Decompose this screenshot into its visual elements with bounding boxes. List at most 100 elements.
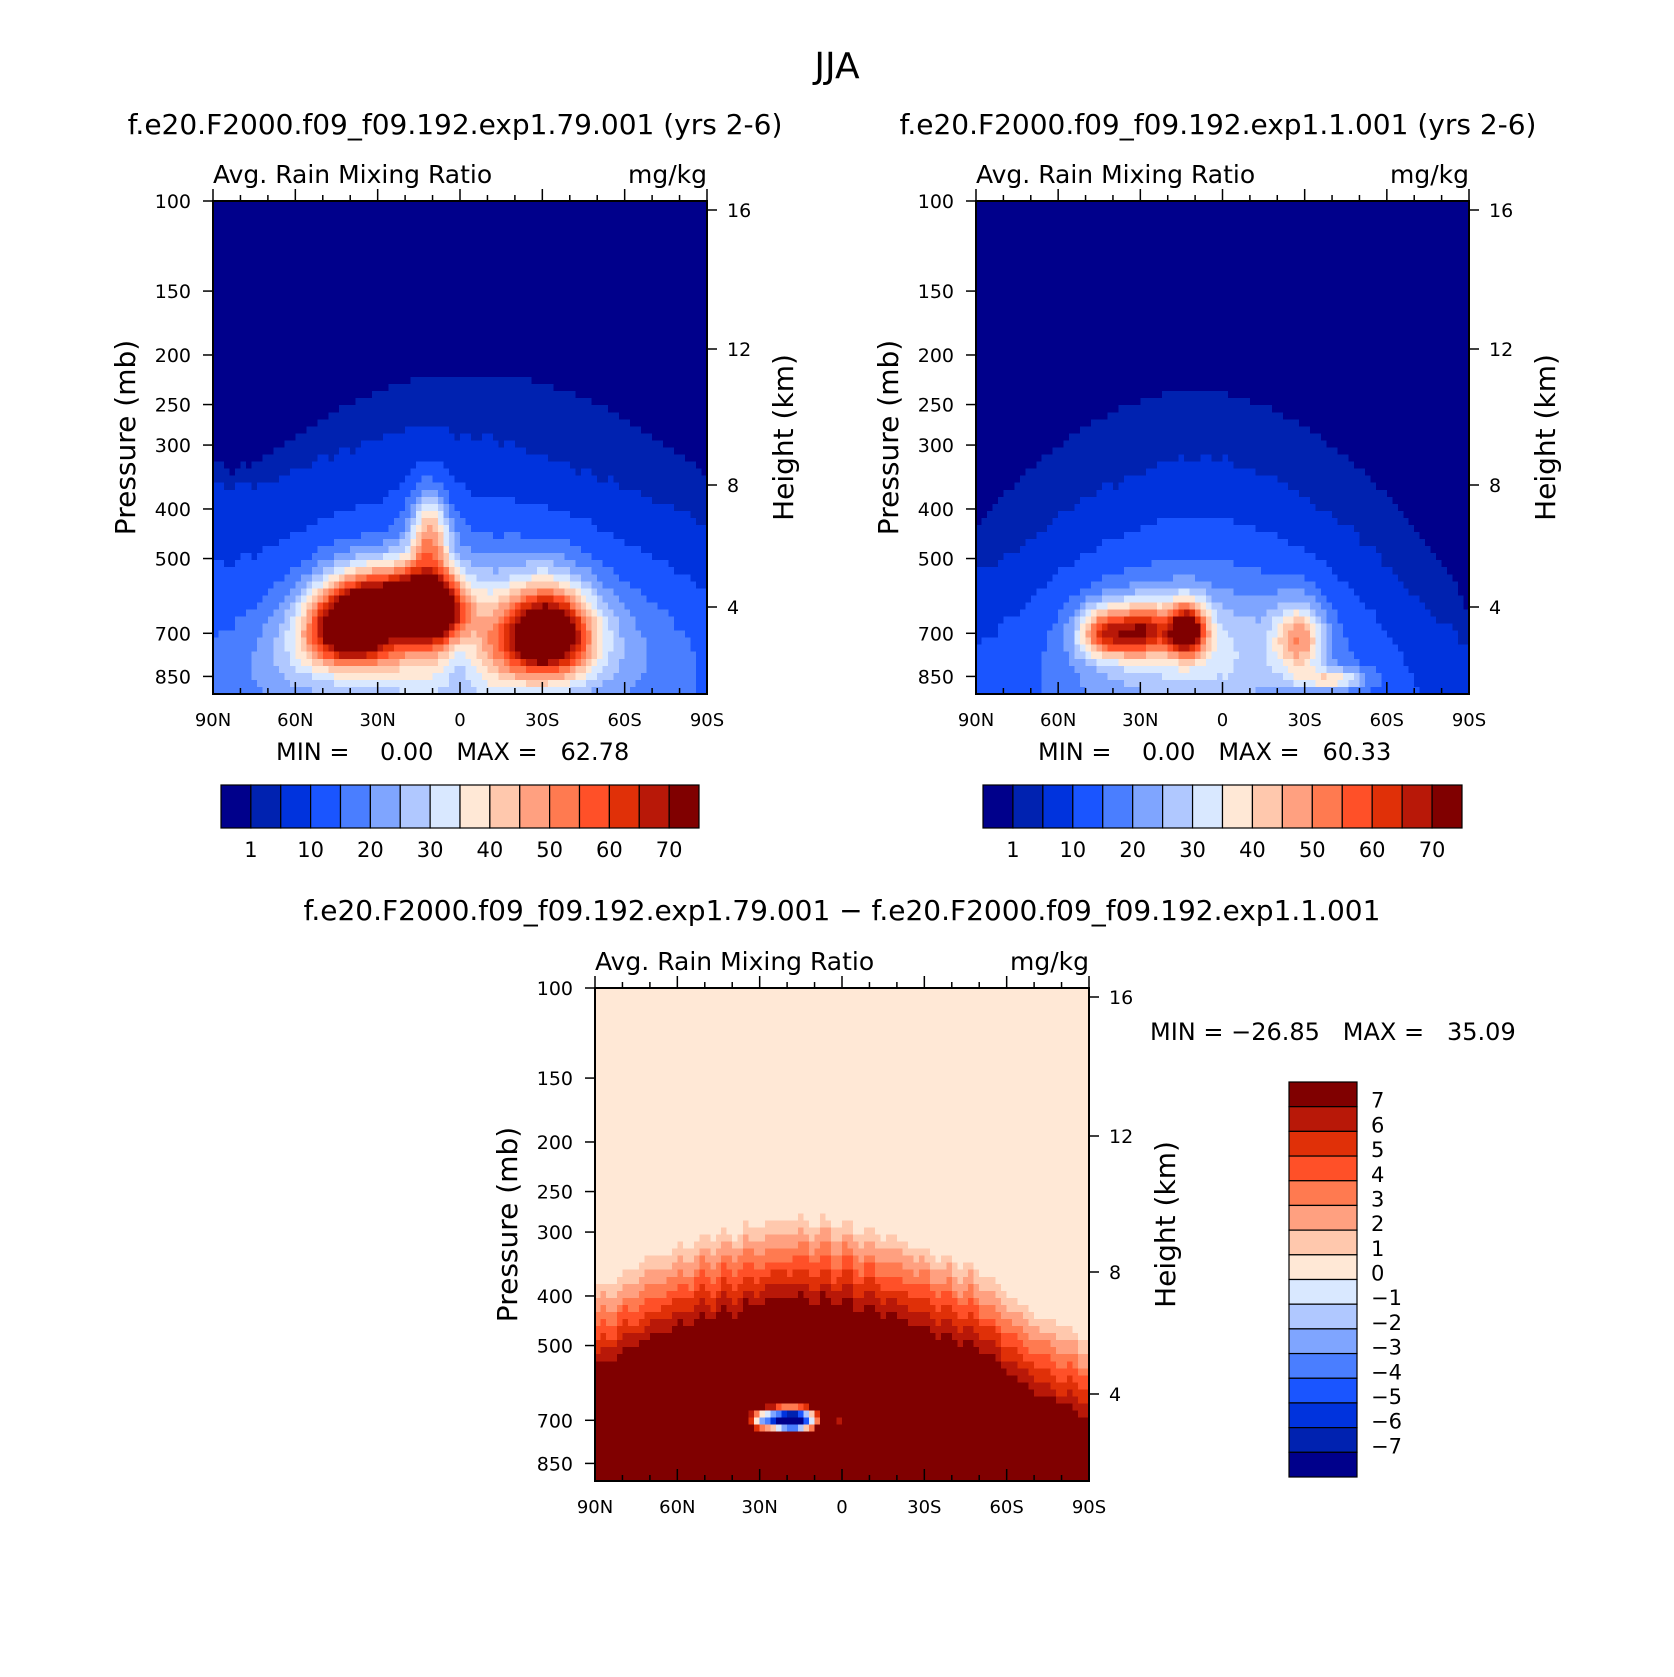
contour-cell bbox=[531, 264, 538, 273]
contour-cell bbox=[333, 362, 340, 371]
contour-cell bbox=[256, 426, 263, 435]
contour-cell bbox=[547, 334, 554, 343]
contour-cell bbox=[229, 433, 236, 442]
contour-cell bbox=[525, 370, 532, 378]
contour-cell bbox=[492, 327, 500, 336]
contour-cell bbox=[245, 306, 253, 315]
contour-cell bbox=[630, 243, 637, 251]
contour-cell bbox=[492, 320, 500, 329]
contour-cell bbox=[322, 355, 329, 364]
contour-cell bbox=[213, 250, 220, 258]
contour-cell bbox=[569, 285, 576, 294]
contour-cell bbox=[223, 236, 231, 244]
contour-cell bbox=[569, 447, 576, 456]
contour-cell bbox=[361, 370, 368, 378]
contour-cell bbox=[311, 398, 318, 406]
contour-cell bbox=[295, 433, 302, 442]
contour-cell bbox=[646, 243, 653, 251]
contour-cell bbox=[564, 362, 571, 371]
contour-cell bbox=[289, 447, 296, 456]
contour-cell bbox=[569, 546, 576, 554]
contour-cell bbox=[553, 447, 560, 456]
contour-cell bbox=[492, 362, 500, 371]
contour-cell bbox=[646, 362, 653, 371]
contour-cell bbox=[492, 532, 500, 540]
contour-cell bbox=[503, 264, 510, 273]
contour-cell bbox=[454, 271, 461, 280]
contour-cell bbox=[481, 278, 489, 287]
contour-cell bbox=[311, 419, 318, 427]
contour-cell bbox=[569, 454, 576, 463]
contour-cell bbox=[443, 454, 450, 463]
contour-cell bbox=[481, 574, 489, 582]
contour-cell bbox=[525, 461, 532, 470]
contour-cell bbox=[547, 355, 554, 364]
contour-cell bbox=[289, 243, 296, 251]
contour-cell bbox=[213, 278, 220, 287]
contour-cell bbox=[575, 496, 582, 505]
contour-cell bbox=[256, 489, 263, 498]
contour-cell bbox=[679, 348, 686, 357]
contour-cell bbox=[388, 496, 395, 505]
contour-cell bbox=[602, 574, 609, 582]
contour-cell bbox=[657, 398, 664, 406]
contour-cell bbox=[674, 229, 681, 237]
contour-cell bbox=[558, 517, 565, 526]
contour-cell bbox=[635, 334, 642, 343]
contour-cell bbox=[657, 285, 664, 294]
contour-cell bbox=[624, 208, 631, 216]
contour-cell bbox=[470, 574, 478, 582]
contour-cell bbox=[454, 475, 461, 484]
contour-cell bbox=[663, 405, 670, 413]
contour-cell bbox=[333, 208, 340, 216]
contour-cell bbox=[449, 405, 456, 413]
contour-cell bbox=[432, 440, 439, 449]
contour-cell bbox=[580, 243, 587, 251]
contour-cell bbox=[295, 574, 302, 582]
contour-cell bbox=[229, 482, 236, 491]
contour-cell bbox=[256, 271, 263, 280]
contour-cell bbox=[273, 292, 280, 301]
contour-cell bbox=[256, 306, 263, 315]
contour-cell bbox=[251, 299, 258, 308]
contour-cell bbox=[383, 391, 390, 399]
contour-cell bbox=[564, 581, 571, 589]
contour-cell bbox=[284, 482, 291, 491]
contour-cell bbox=[245, 208, 253, 216]
contour-cell bbox=[278, 510, 285, 519]
contour-cell bbox=[317, 271, 324, 280]
contour-cell bbox=[470, 447, 478, 456]
contour-cell bbox=[438, 588, 445, 596]
contour-cell bbox=[635, 433, 642, 442]
panel-subtitle: f.e20.F2000.f09_f09.192.exp1.79.001 (yrs… bbox=[128, 108, 783, 141]
contour-cell bbox=[361, 524, 368, 533]
contour-cell bbox=[487, 454, 494, 463]
contour-cell bbox=[262, 313, 269, 322]
contour-cell bbox=[416, 489, 423, 498]
contour-cell bbox=[641, 475, 648, 484]
contour-cell bbox=[586, 489, 593, 498]
contour-cell bbox=[377, 334, 384, 343]
contour-cell bbox=[476, 461, 483, 470]
contour-cell bbox=[421, 257, 428, 265]
contour-cell bbox=[405, 229, 412, 237]
contour-cell bbox=[300, 229, 307, 237]
contour-cell bbox=[646, 405, 653, 413]
contour-cell bbox=[701, 503, 708, 512]
contour-cell bbox=[696, 320, 703, 329]
contour-cell bbox=[410, 560, 417, 568]
contour-cell bbox=[388, 539, 395, 547]
contour-cell bbox=[399, 370, 406, 378]
contour-cell bbox=[525, 201, 532, 209]
contour-cell bbox=[542, 412, 549, 420]
contour-cell bbox=[443, 412, 450, 420]
contour-cell bbox=[520, 517, 527, 526]
contour-cell bbox=[509, 391, 516, 399]
contour-cell bbox=[569, 553, 576, 561]
contour-cell bbox=[646, 264, 653, 273]
contour-cell bbox=[646, 348, 653, 357]
contour-cell bbox=[503, 567, 510, 575]
contour-cell bbox=[536, 461, 543, 470]
contour-cell bbox=[322, 524, 329, 533]
contour-cell bbox=[503, 257, 510, 265]
